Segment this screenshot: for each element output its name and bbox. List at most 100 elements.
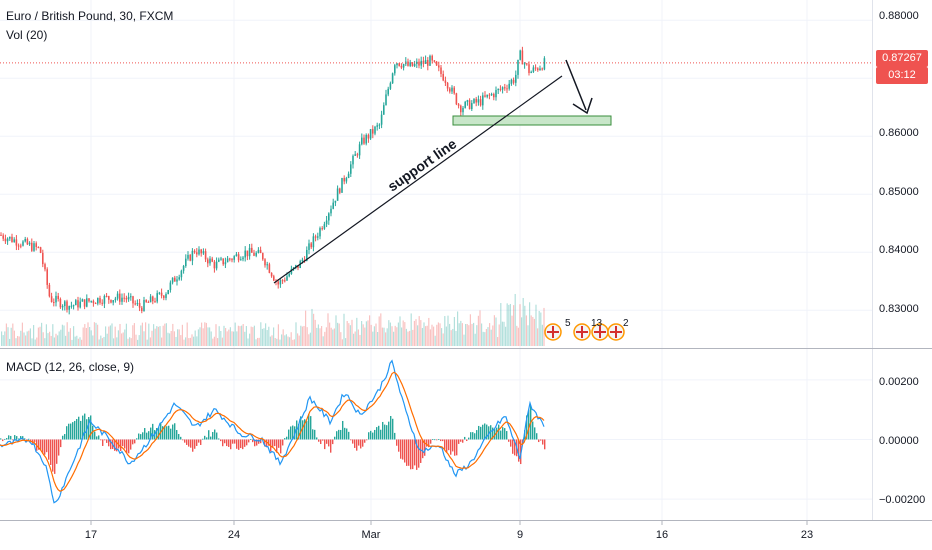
macd-histogram-bar	[488, 426, 490, 440]
volume-bar	[4, 331, 6, 346]
symbol-legend[interactable]: Euro / British Pound, 30, FXCM	[6, 9, 174, 23]
volume-legend[interactable]: Vol (20)	[6, 28, 48, 42]
event-badge-count[interactable]: 5	[565, 318, 571, 329]
macd-line	[0, 359, 545, 504]
price-candle	[103, 296, 106, 304]
macd-histogram-bar	[60, 439, 62, 448]
volume-bar	[388, 320, 390, 346]
macd-histogram-bar	[218, 438, 220, 440]
price-candle	[125, 298, 128, 300]
price-candle	[541, 68, 543, 70]
volume-bar	[527, 325, 529, 346]
projection-arrow-head[interactable]	[572, 97, 593, 115]
volume-bar	[85, 327, 87, 346]
price-candle	[402, 64, 405, 68]
volume-bar	[42, 332, 44, 346]
projection-arrow-shaft[interactable]	[565, 59, 587, 111]
volume-bar	[466, 323, 468, 346]
volume-bar	[23, 332, 25, 346]
macd-histogram-bar	[404, 439, 406, 463]
volume-bar	[285, 334, 287, 346]
price-candle	[317, 236, 319, 238]
volume-bar	[437, 322, 439, 346]
target-zone-rectangle[interactable]	[452, 115, 612, 126]
macd-histogram-bar	[288, 429, 290, 440]
volume-bar	[90, 330, 92, 346]
price-candle	[429, 55, 431, 66]
price-candle	[158, 292, 161, 294]
pane-divider[interactable]	[0, 348, 932, 349]
macd-histogram-bar	[78, 416, 80, 440]
event-badge-count[interactable]: 2	[623, 318, 629, 329]
volume-bar	[537, 328, 539, 346]
price-candle	[213, 261, 216, 269]
price-candle	[180, 270, 183, 278]
macd-histogram-bar	[314, 429, 316, 440]
price-candle	[396, 63, 398, 66]
macd-histogram-bar	[346, 428, 348, 440]
price-tick: 0.84000	[879, 244, 919, 256]
macd-histogram-bar	[518, 439, 520, 462]
support-trendline[interactable]	[273, 75, 563, 284]
volume-bar	[325, 327, 327, 346]
price-candle	[484, 95, 486, 97]
macd-histogram-bar	[402, 439, 404, 460]
price-candle	[273, 276, 275, 281]
volume-bar	[460, 320, 462, 346]
price-candle	[345, 178, 348, 182]
macd-histogram-bar	[216, 432, 218, 440]
price-candle	[83, 299, 86, 307]
volume-bar	[309, 332, 311, 346]
macd-histogram-bar	[414, 439, 416, 466]
volume-bar	[303, 325, 305, 346]
macd-histogram-bar	[532, 421, 534, 440]
volume-bar	[138, 335, 140, 346]
volume-bar	[26, 331, 28, 346]
macd-legend[interactable]: MACD (12, 26, close, 9)	[6, 360, 135, 374]
macd-histogram-bar	[104, 439, 106, 441]
price-candle	[336, 188, 339, 201]
macd-histogram-bar	[92, 425, 94, 440]
price-candle	[539, 68, 541, 71]
price-candle	[506, 88, 508, 90]
volume-bar	[47, 333, 49, 346]
volume-bar	[319, 328, 321, 346]
macd-histogram-bar	[260, 439, 262, 444]
volume-bar	[81, 339, 83, 346]
price-candle	[464, 101, 466, 108]
price-candle	[141, 307, 143, 312]
price-candle	[416, 61, 418, 64]
support-line-label[interactable]: support line	[385, 135, 460, 194]
volume-bar	[517, 327, 519, 346]
volume-bar	[204, 322, 206, 346]
volume-bar	[345, 338, 347, 346]
volume-bar	[257, 337, 259, 346]
macd-histogram-bar	[14, 435, 16, 440]
macd-histogram-bar	[236, 439, 238, 449]
price-candle	[372, 129, 374, 134]
price-candle	[257, 249, 260, 253]
price-candle	[0, 234, 2, 236]
volume-bar	[329, 322, 331, 346]
volume-bar	[92, 335, 94, 346]
price-candle	[328, 213, 330, 221]
price-candle	[314, 236, 317, 238]
macd-histogram-bar	[156, 427, 158, 440]
price-candle	[17, 245, 20, 247]
macd-histogram-bar	[538, 439, 540, 443]
price-candle	[440, 67, 442, 74]
macd-histogram-bar	[428, 439, 430, 448]
volume-bar	[516, 325, 518, 346]
event-badge-count[interactable]: 13	[591, 318, 603, 329]
price-candle	[182, 266, 185, 271]
price-candle	[57, 295, 59, 299]
macd-histogram-bar	[162, 426, 164, 440]
volume-bar	[506, 303, 508, 346]
volume-bar	[455, 330, 457, 346]
macd-histogram-bar	[138, 433, 140, 440]
volume-bar	[407, 331, 409, 346]
volume-bar	[162, 325, 164, 346]
macd-histogram-bar	[514, 439, 516, 456]
